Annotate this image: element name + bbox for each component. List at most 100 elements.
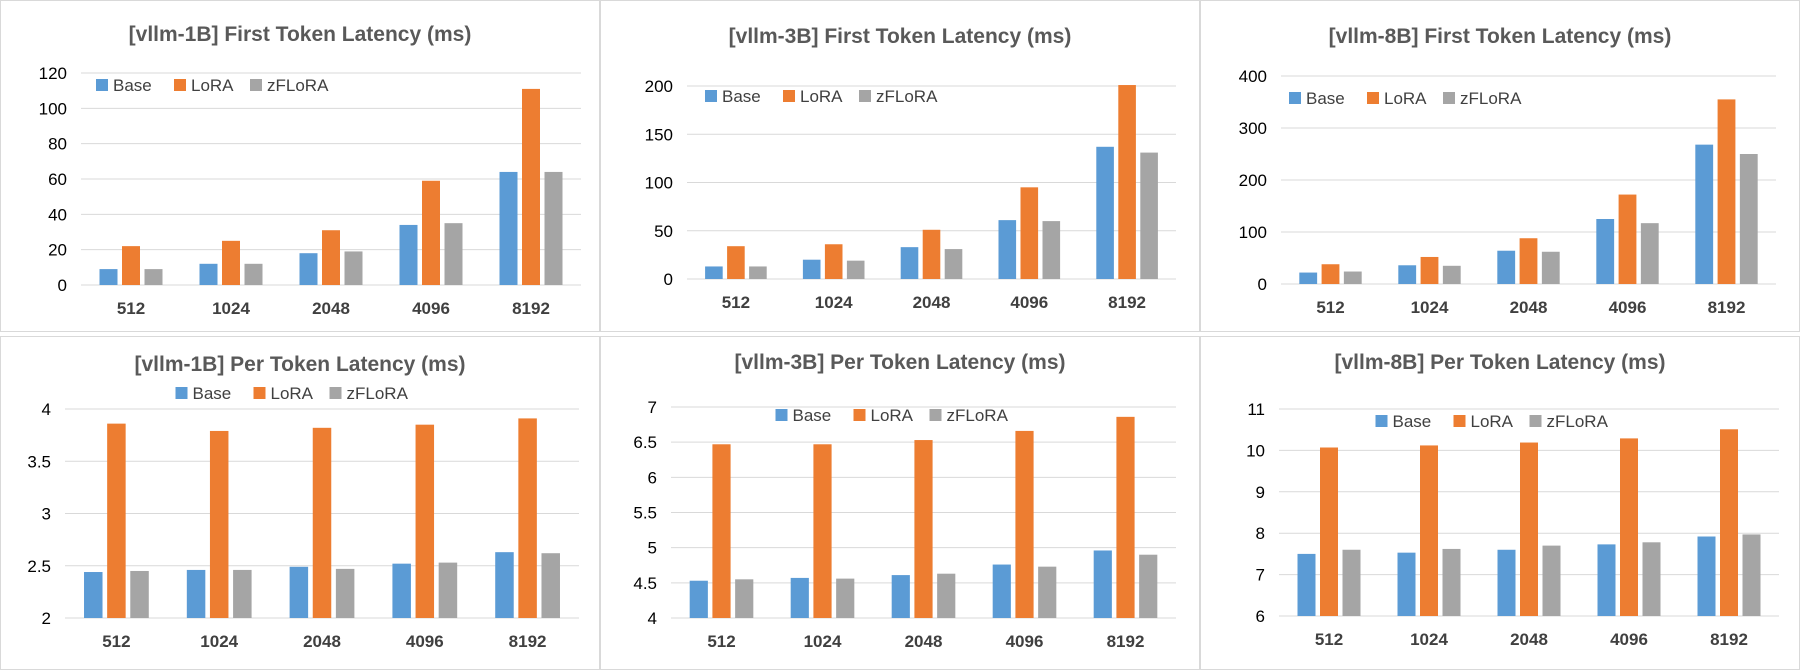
y-tick-label: 4 [42,400,51,419]
bar-zflora-2048 [937,573,956,618]
bar-zflora-512 [144,269,163,285]
bar-lora-1024 [813,444,832,618]
bar-zflora-8192 [1742,534,1761,616]
chart-svg: 0 100 200 300 400 [vllm-8B] First Token Laten… [1239,25,1776,317]
bar-base-8192 [1697,536,1716,616]
bar-lora-512 [1320,447,1338,616]
bar-zflora-2048 [1541,251,1560,284]
bar-base-512 [99,269,118,285]
bar-zflora-1024 [1442,265,1461,284]
y-tick-label: 3.5 [27,452,51,471]
bar-base-2048 [289,566,309,618]
legend-label-base: Base [1306,89,1345,108]
bar-lora-1024 [1420,445,1438,616]
bar-lora-4096 [415,424,435,618]
x-tick-label: 2048 [905,632,943,651]
bar-base-1024 [1397,552,1416,616]
bar-lora-4096 [422,180,440,285]
legend-swatch-lora [174,79,186,91]
x-tick-label: 2048 [1510,630,1548,649]
bar-base-4096 [399,224,418,285]
y-tick-label: 0 [58,276,67,295]
y-tick-label: 5.5 [633,504,657,523]
chart-panel-vllm-3b-per-token: 4 4.5 5 5.5 6 6.5 7 [vllm-3B] Per Token Latency… [600,336,1200,670]
bar-zflora-1024 [846,260,865,279]
x-tick-label: 2048 [913,293,951,312]
x-tick-label: 512 [117,299,145,318]
bar-lora-1024 [209,430,229,618]
bar-base-1024 [1398,265,1417,284]
bar-zflora-1024 [836,578,855,618]
bar-lora-512 [727,246,745,279]
chart-title: [vllm-1B] Per Token Latency (ms) [134,353,465,376]
x-tick-label: 512 [1315,630,1343,649]
y-tick-label: 100 [39,99,67,118]
legend-swatch-zflora [929,409,942,421]
chart-panel-vllm-8b-first-token: 0 100 200 300 400 [vllm-8B] First Token Laten… [1200,0,1800,332]
bar-zflora-2048 [344,251,363,285]
bar-lora-2048 [922,229,941,279]
bar-zflora-4096 [1042,221,1061,279]
x-tick-label: 8192 [512,299,550,318]
bar-zflora-4096 [1642,542,1661,616]
y-tick-label: 11 [1247,400,1265,419]
y-tick-label: 8 [1256,524,1265,543]
bar-zflora-512 [1342,549,1361,616]
bar-zflora-8192 [1739,154,1758,284]
legend: Base LoRA zFLoRA [1289,89,1522,108]
y-tick-label: 2 [42,609,51,628]
legend-label-lora: LoRA [1384,89,1427,108]
legend-swatch-base [705,90,717,102]
legend-label-zflora: zFLoRA [1547,412,1609,431]
chart-panel-vllm-1b-per-token: 2 2.5 3 3.5 4 [vllm-1B] Per Token Latency (ms… [0,336,600,670]
x-tick-label: 1024 [815,293,853,312]
y-tick-label: 2.5 [27,557,51,576]
bar-lora-1024 [222,240,240,285]
bar-base-4096 [998,220,1017,279]
bar-lora-2048 [1520,442,1538,616]
bar-base-1024 [790,577,809,618]
bar-lora-8192 [1720,429,1738,616]
x-tick-label: 4096 [1006,632,1044,651]
bar-lora-512 [712,444,731,618]
x-tick-label: 1024 [1411,298,1449,317]
bar-zflora-2048 [944,249,963,279]
y-tick-label: 6 [648,468,657,487]
x-tick-label: 8192 [1710,630,1748,649]
y-tick-label: 50 [654,222,673,241]
legend-label-lora: LoRA [800,87,843,106]
legend-label-zflora: zFLoRA [947,406,1009,425]
chart-svg: 0 50 100 150 200 [vllm-3B] First Token Latenc… [645,25,1176,312]
legend-label-zflora: zFLoRA [347,384,409,403]
legend-swatch-base [775,409,788,421]
bar-lora-8192 [1717,99,1736,285]
chart-panel-vllm-8b-per-token: 6 7 8 9 10 11 [vllm-8B] Per Token Latency (ms)… [1200,336,1800,670]
y-tick-label: 80 [48,135,67,154]
legend-swatch-zflora [859,90,871,102]
bar-lora-4096 [1020,187,1039,279]
bar-zflora-2048 [335,568,355,618]
legend-swatch-zflora [329,387,342,399]
bar-lora-2048 [322,230,340,285]
bar-lora-2048 [914,440,933,618]
legend-label-lora: LoRA [871,406,914,425]
bar-base-8192 [499,171,518,285]
legend-label-zflora: zFLoRA [267,76,329,95]
legend-swatch-lora [1453,415,1466,427]
bar-zflora-4096 [438,562,458,618]
x-tick-label: 512 [707,632,735,651]
y-tick-label: 9 [1256,483,1265,502]
bar-lora-512 [1321,264,1340,284]
y-tick-label: 0 [1258,275,1267,294]
bar-base-8192 [1096,146,1114,279]
y-tick-label: 300 [1239,119,1267,138]
x-tick-label: 8192 [1708,298,1746,317]
y-tick-label: 20 [48,241,67,260]
y-tick-label: 200 [645,77,673,96]
bar-base-512 [689,580,708,618]
bar-base-4096 [392,563,411,618]
bar-zflora-8192 [541,553,560,618]
bar-base-512 [84,572,103,618]
bar-zflora-4096 [1640,223,1659,284]
legend: Base LoRA zFLoRA [1375,412,1609,431]
